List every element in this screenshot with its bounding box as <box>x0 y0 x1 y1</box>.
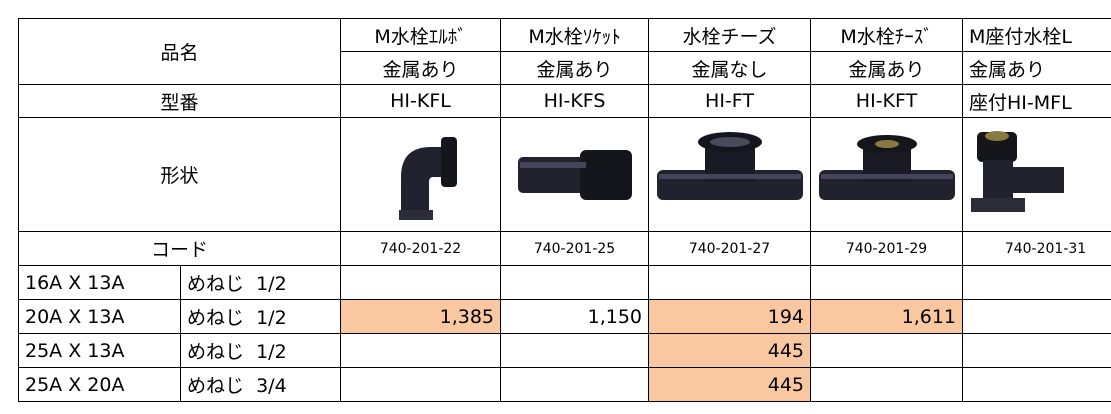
cell: 座付HI-MFL <box>962 84 1111 118</box>
cell: 740-201-29 <box>810 231 964 266</box>
cell <box>340 333 502 368</box>
cell: 25A X 20A <box>18 367 181 402</box>
cell <box>500 333 650 368</box>
cell: 1,150 <box>500 299 650 334</box>
cell: M水栓ﾁｰｽﾞ <box>810 18 964 52</box>
price-table: 品名 M水栓ｴﾙﾎﾞ M水栓ｿｹｯﾄ 水栓チーズ M水栓ﾁｰｽﾞ M座付水栓L … <box>17 18 1111 402</box>
cell: 445 <box>648 367 812 402</box>
cell <box>340 367 502 402</box>
cell: HI-KFL <box>340 84 502 118</box>
elbow-image <box>398 137 457 220</box>
row: 25A X 13A めねじ 1/2 445 <box>18 333 1111 368</box>
cell: 1,385 <box>340 299 502 334</box>
cell: M水栓ｴﾙﾎﾞ <box>340 18 502 52</box>
cell <box>500 117 650 232</box>
cell: 金属あり <box>962 51 1111 85</box>
cell: 金属なし <box>648 51 812 85</box>
cell <box>648 265 812 300</box>
cell: めねじ 1/2 <box>179 265 342 300</box>
cell: 16A X 13A <box>18 265 181 300</box>
cell <box>962 367 1111 402</box>
cell: HI-FT <box>648 84 812 118</box>
cell <box>962 117 1111 232</box>
cell: コード <box>17 231 342 266</box>
cell: M水栓ｿｹｯﾄ <box>500 18 650 52</box>
cell: 金属あり <box>810 51 964 85</box>
cell: めねじ 1/2 <box>179 299 342 334</box>
cell <box>962 333 1111 368</box>
cell <box>962 265 1111 300</box>
cell: 740-201-25 <box>500 231 650 266</box>
tee-image <box>819 135 956 200</box>
row: 品名 M水栓ｴﾙﾎﾞ M水栓ｿｹｯﾄ 水栓チーズ M水栓ﾁｰｽﾞ M座付水栓L <box>17 18 1111 85</box>
cell: 740-201-27 <box>648 231 812 266</box>
row: 形状 <box>17 117 1111 232</box>
cell <box>340 117 502 232</box>
cell: 194 <box>648 299 812 334</box>
cell: 740-201-31 <box>962 231 1111 266</box>
cell: 740-201-22 <box>340 231 502 266</box>
cell: M座付水栓L <box>962 18 1111 52</box>
cell: めねじ 1/2 <box>179 333 342 368</box>
cell: HI-KFS <box>500 84 650 118</box>
cell: 金属あり <box>340 51 502 85</box>
cell <box>500 367 650 402</box>
cell <box>340 265 502 300</box>
row: コード 740-201-22 740-201-25 740-201-27 740… <box>17 231 1111 266</box>
cell: 1,611 <box>810 299 964 334</box>
cell <box>648 117 812 232</box>
cell: 25A X 13A <box>18 333 181 368</box>
row: 20A X 13A めねじ 1/2 1,385 1,150 194 1,611 <box>18 299 1111 334</box>
tee-image <box>657 132 804 200</box>
cell: めねじ 3/4 <box>179 367 342 402</box>
cell <box>810 265 964 300</box>
row: 金属あり 金属あり 金属なし 金属あり 金属あり <box>19 51 1111 85</box>
cell <box>810 117 964 232</box>
cell: 型番 <box>17 84 342 118</box>
cell: HI-KFT <box>810 84 964 118</box>
cell <box>810 367 964 402</box>
cell: 金属あり <box>500 51 650 85</box>
socket-image <box>517 150 632 200</box>
cell <box>962 299 1111 334</box>
cell: 445 <box>648 333 812 368</box>
cell: 品名 <box>17 18 342 85</box>
row: 25A X 20A めねじ 3/4 445 <box>18 367 1111 402</box>
cell: 20A X 13A <box>18 299 181 334</box>
cell <box>810 333 964 368</box>
wall-elbow-image <box>971 131 1065 212</box>
cell: 形状 <box>17 117 342 232</box>
row: 16A X 13A めねじ 1/2 <box>18 265 1111 300</box>
cell: 水栓チーズ <box>648 18 812 52</box>
row: 型番 HI-KFL HI-KFS HI-FT HI-KFT 座付HI-MFL <box>17 84 1111 118</box>
cell <box>500 265 650 300</box>
